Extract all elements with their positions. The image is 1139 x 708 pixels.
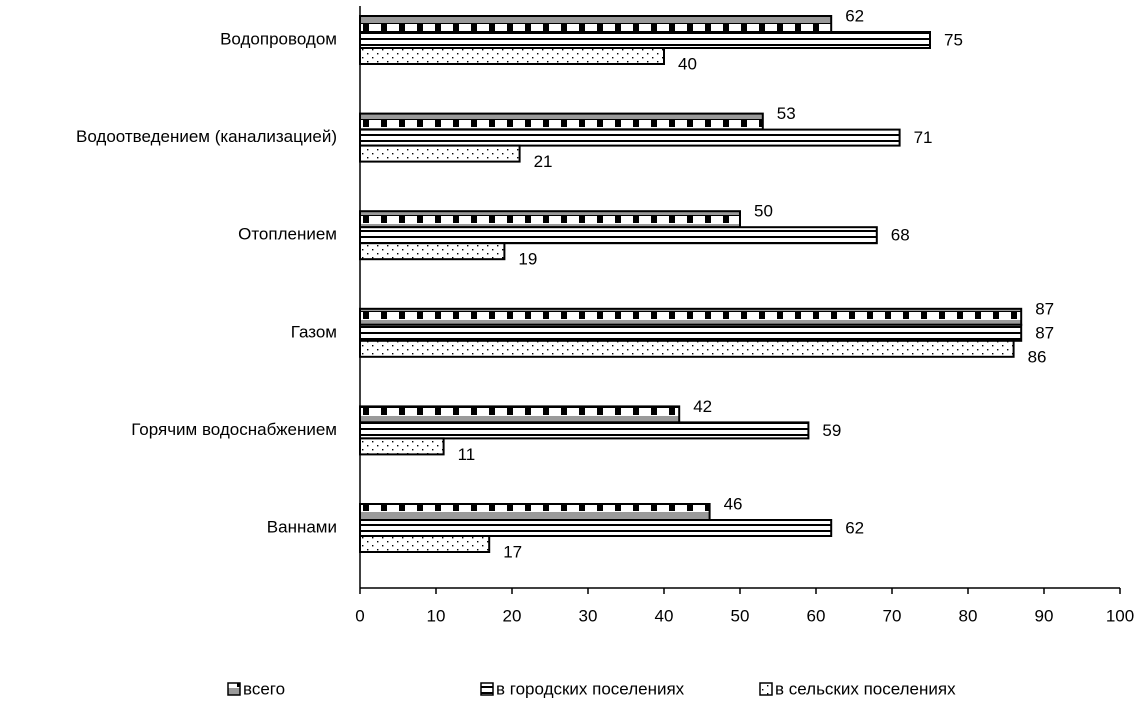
x-tick-label: 80 bbox=[959, 606, 978, 625]
x-tick-label: 50 bbox=[731, 606, 750, 625]
category-label: Горячим водоснабжением bbox=[131, 420, 337, 439]
data-label: 87 bbox=[1035, 323, 1054, 342]
bar bbox=[359, 421, 810, 440]
data-label: 42 bbox=[693, 397, 712, 416]
data-label: 62 bbox=[845, 6, 864, 25]
data-label: 75 bbox=[944, 30, 963, 49]
x-tick-label: 70 bbox=[883, 606, 902, 625]
bar bbox=[359, 405, 681, 424]
bar bbox=[359, 307, 1023, 326]
bar bbox=[359, 31, 931, 49]
bar bbox=[359, 437, 445, 456]
x-tick-label: 10 bbox=[427, 606, 446, 625]
x-tick-label: 20 bbox=[503, 606, 522, 625]
data-label: 11 bbox=[458, 445, 476, 464]
x-tick-label: 40 bbox=[655, 606, 674, 625]
data-label: 50 bbox=[754, 202, 773, 221]
x-tick-label: 60 bbox=[807, 606, 826, 625]
legend-label: в сельских поселениях bbox=[775, 679, 956, 698]
x-tick-label: 0 bbox=[355, 606, 364, 625]
bar bbox=[359, 144, 521, 163]
data-label: 46 bbox=[724, 494, 743, 513]
bar bbox=[359, 339, 1015, 358]
x-tick-label: 30 bbox=[579, 606, 598, 625]
bar bbox=[359, 323, 1023, 342]
bar bbox=[359, 210, 741, 229]
data-label: 71 bbox=[914, 128, 933, 147]
data-label: 17 bbox=[503, 542, 522, 561]
category-label: Водоотведением (канализацией) bbox=[76, 127, 337, 146]
bar bbox=[359, 503, 711, 521]
data-label: 86 bbox=[1028, 347, 1047, 366]
data-label: 40 bbox=[678, 54, 697, 73]
bar bbox=[359, 128, 901, 147]
data-label: 87 bbox=[1035, 299, 1054, 318]
data-label: 21 bbox=[534, 152, 553, 171]
x-tick-label: 100 bbox=[1106, 606, 1134, 625]
bar bbox=[359, 15, 833, 33]
bar bbox=[359, 226, 878, 245]
bar bbox=[359, 242, 506, 261]
legend-swatch bbox=[480, 682, 494, 696]
data-label: 62 bbox=[845, 518, 864, 537]
legend-swatch bbox=[227, 682, 241, 696]
legend-label: в городских поселениях bbox=[496, 679, 685, 698]
category-label: Газом bbox=[291, 322, 337, 341]
data-label: 59 bbox=[822, 421, 841, 440]
bar bbox=[359, 112, 764, 131]
category-label: Водопроводом bbox=[220, 29, 337, 48]
data-label: 19 bbox=[518, 250, 537, 269]
x-tick-label: 90 bbox=[1035, 606, 1054, 625]
category-label: Отоплением bbox=[238, 225, 337, 244]
legend-swatch bbox=[759, 682, 773, 696]
data-label: 53 bbox=[777, 104, 796, 123]
bar bbox=[359, 47, 665, 65]
bar bbox=[359, 519, 833, 537]
legend-label: всего bbox=[243, 679, 285, 698]
category-label: Ваннами bbox=[267, 517, 337, 536]
bar bbox=[359, 535, 491, 553]
data-label: 68 bbox=[891, 226, 910, 245]
